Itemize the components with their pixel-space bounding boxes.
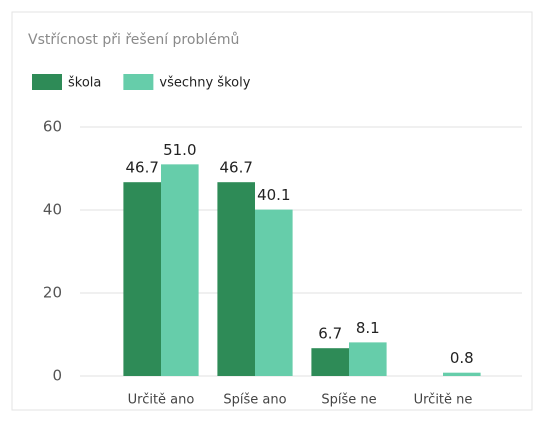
data-label: 6.7 bbox=[318, 325, 342, 343]
x-tick-label: Určitě ne bbox=[414, 393, 473, 408]
bar bbox=[311, 348, 349, 376]
bar bbox=[349, 342, 387, 376]
y-tick-label: 60 bbox=[43, 118, 62, 136]
legend-swatch bbox=[123, 74, 154, 90]
legend-label: všechny školy bbox=[159, 76, 250, 91]
data-label: 0.8 bbox=[450, 349, 474, 367]
bar bbox=[255, 209, 293, 376]
x-tick-label: Spíše ano bbox=[223, 393, 286, 408]
y-tick-label: 20 bbox=[43, 284, 62, 302]
data-label: 46.7 bbox=[219, 159, 252, 177]
y-tick-label: 0 bbox=[52, 367, 62, 385]
bar bbox=[123, 182, 161, 376]
bar bbox=[443, 372, 481, 376]
data-label: 46.7 bbox=[125, 159, 158, 177]
data-label: 51.0 bbox=[163, 141, 196, 159]
bar bbox=[217, 182, 255, 376]
x-tick-label: Spíše ne bbox=[321, 393, 376, 408]
data-label: 8.1 bbox=[356, 319, 380, 337]
legend-label: škola bbox=[68, 76, 101, 91]
x-tick-label: Určitě ano bbox=[128, 393, 195, 408]
bar bbox=[161, 164, 199, 376]
chart-title: Vstřícnost při řešení problémů bbox=[28, 32, 239, 48]
legend-swatch bbox=[32, 74, 62, 90]
data-label: 40.1 bbox=[257, 186, 290, 204]
y-tick-label: 40 bbox=[43, 201, 62, 219]
